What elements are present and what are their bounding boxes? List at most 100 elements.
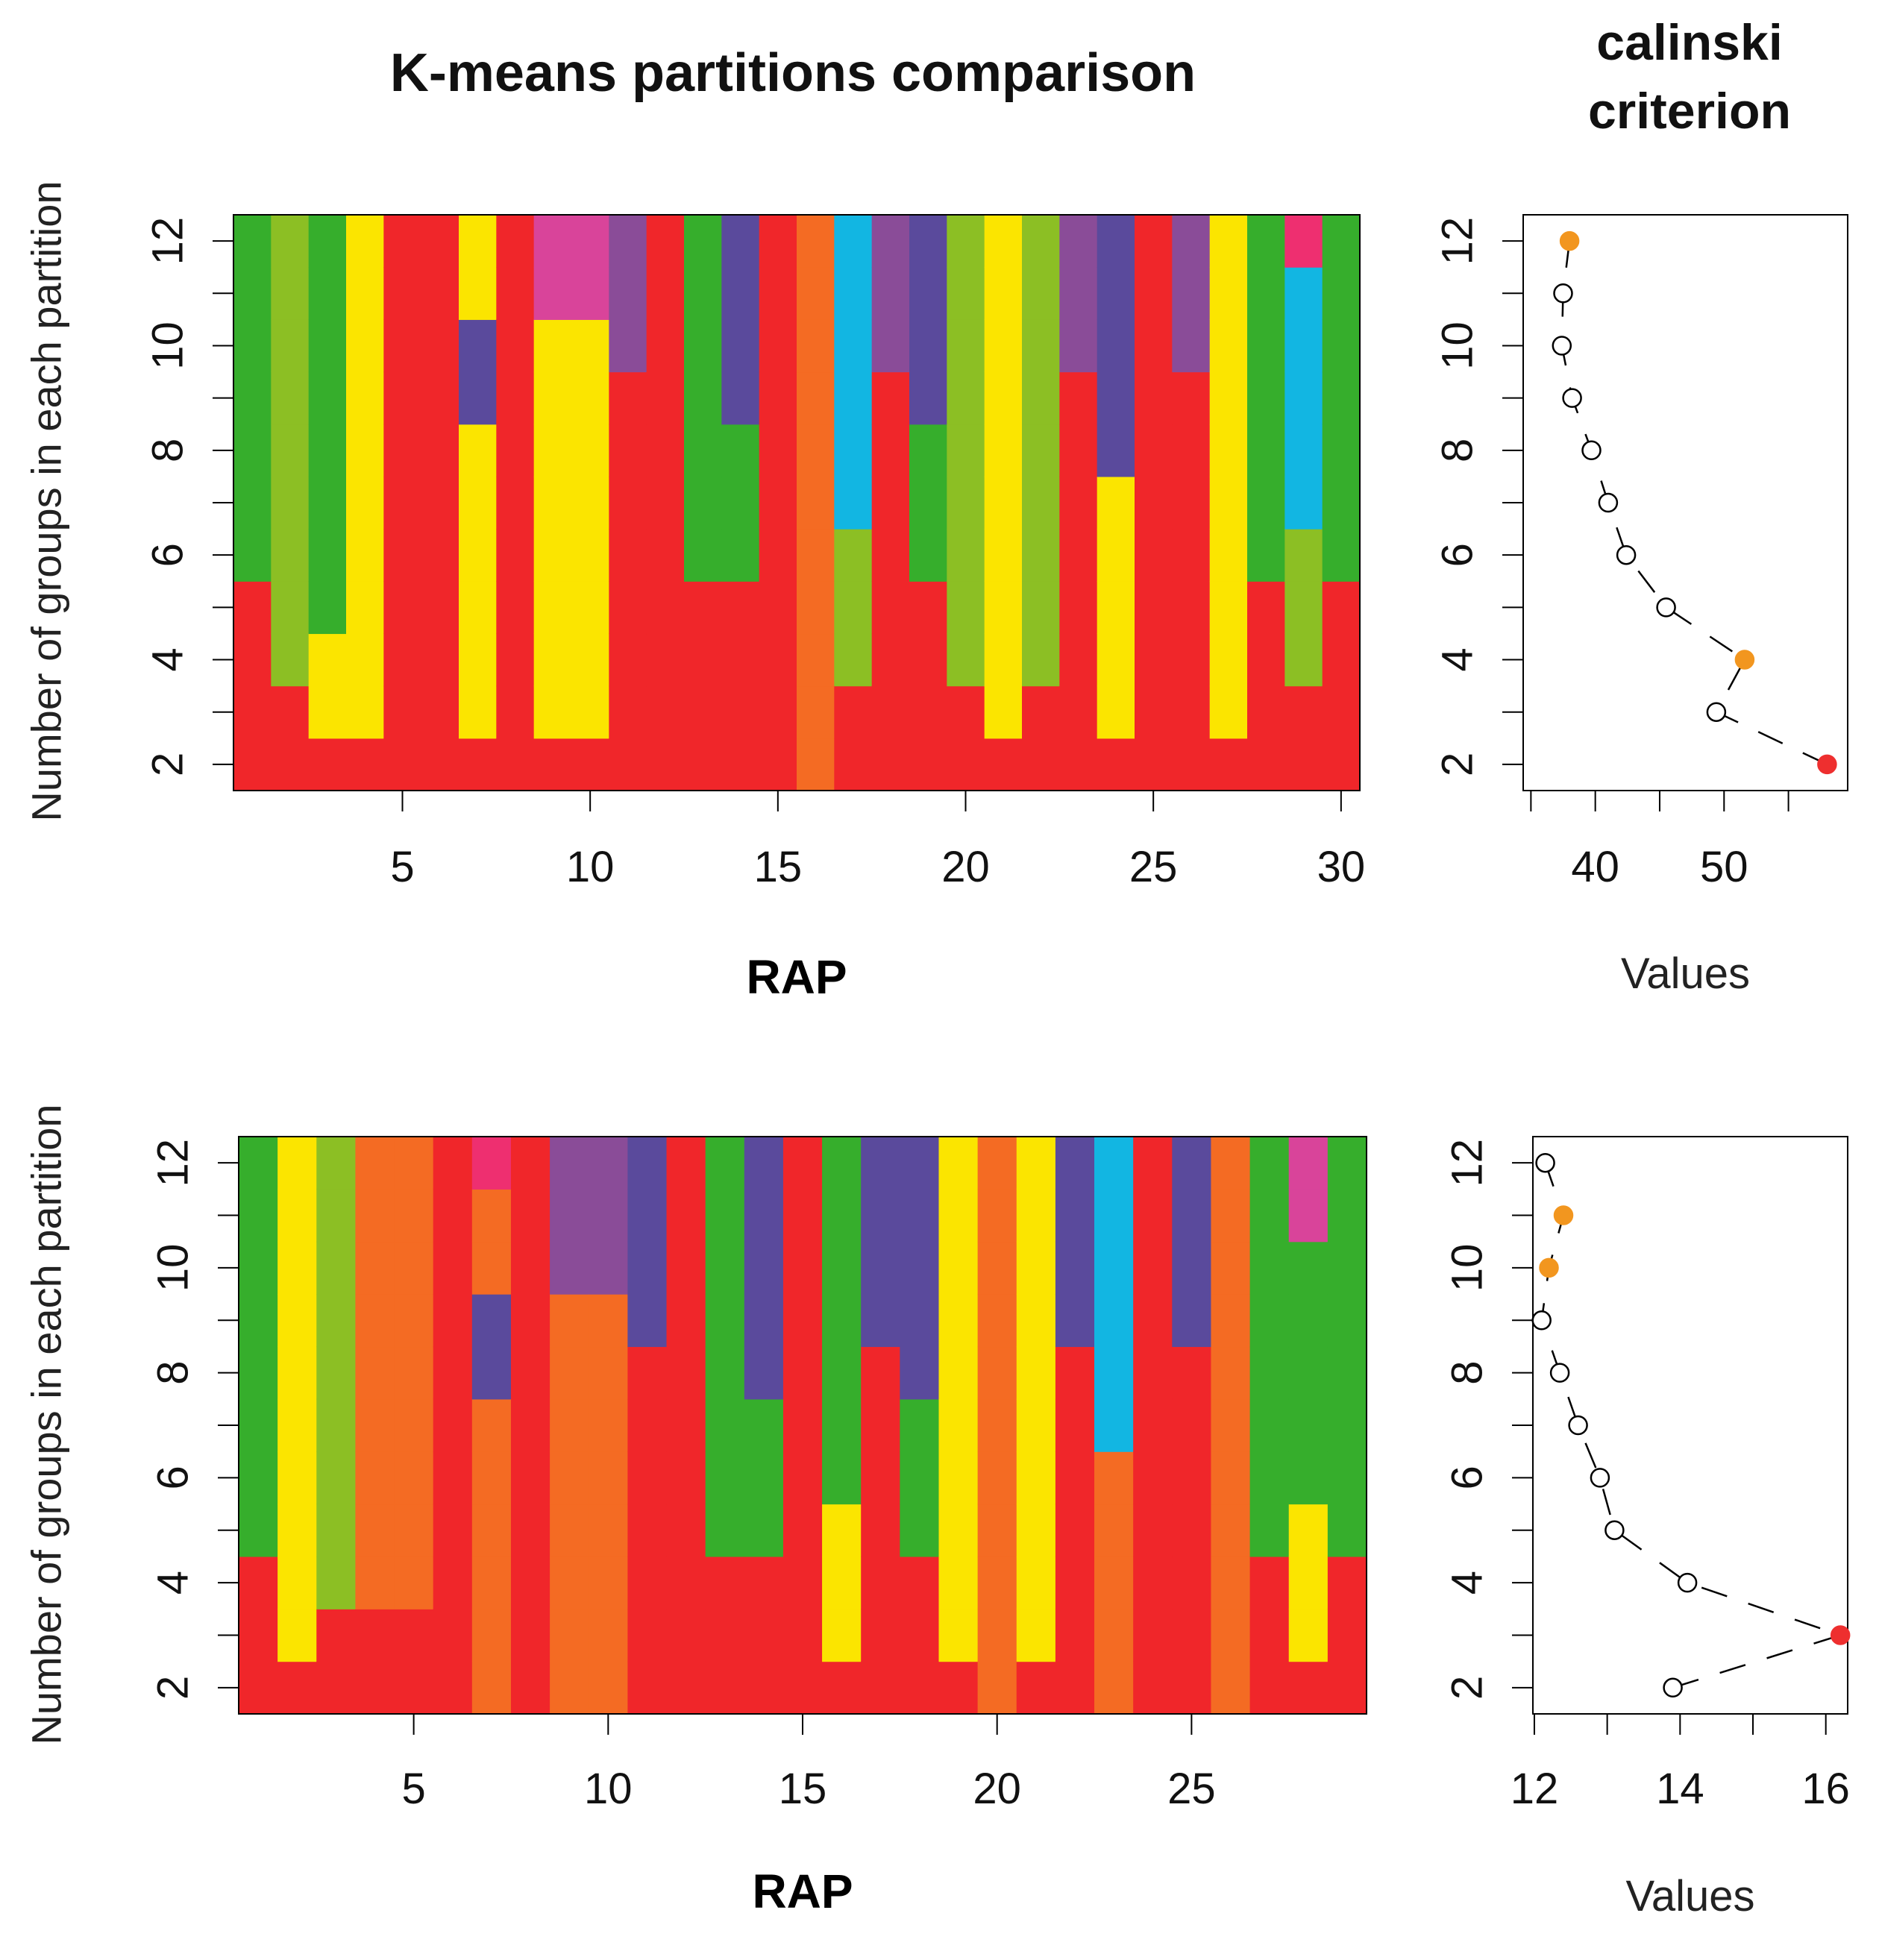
heatmap-cell-rap2-k10 xyxy=(277,1241,317,1295)
heatmap-cell-rap4-k7 xyxy=(346,476,384,530)
heatmap-cell-rap2-k2 xyxy=(277,1661,317,1715)
heatmap-cell-rap1-k10 xyxy=(239,1241,278,1295)
heatmap-cell-rap14-k6 xyxy=(721,529,760,582)
heatmap-cell-rap26-k4 xyxy=(1211,1556,1251,1609)
heatmap-cell-rap13-k6 xyxy=(705,1451,745,1505)
heatmap-y-axis: 2 4 6 8 10 12 xyxy=(144,217,233,776)
heatmap-cell-rap11-k8 xyxy=(609,424,647,477)
heatmap-cell-rap11-k3 xyxy=(609,685,647,739)
heatmap-cell-rap16-k8 xyxy=(797,424,835,477)
heatmap-cell-rap10-k5 xyxy=(571,581,609,635)
heatmap-cell-rap1-k9 xyxy=(239,1294,278,1348)
heatmap-cell-rap27-k4 xyxy=(1209,633,1248,687)
heatmap-cell-rap20-k4 xyxy=(977,1556,1017,1609)
heatmap-cell-rap14-k9 xyxy=(744,1294,784,1348)
heatmap-y-axis: 2 4 6 8 10 12 xyxy=(149,1139,239,1700)
heatmap-cell-rap21-k4 xyxy=(1016,1556,1056,1609)
heatmap-cell-rap28-k9 xyxy=(1288,1294,1329,1348)
heatmap-cell-rap7-k7 xyxy=(459,476,497,530)
heatmap-cell-rap12-k2 xyxy=(646,738,685,791)
heatmap-cell-rap24-k5 xyxy=(1097,581,1135,635)
heatmap-cell-rap5-k7 xyxy=(394,1398,434,1452)
heatmap-cell-rap3-k10 xyxy=(308,319,347,373)
heatmap-cell-rap10-k3 xyxy=(571,685,609,739)
heatmap-cell-rap11-k11 xyxy=(609,267,647,320)
heatmap-x-label: RAP xyxy=(746,950,847,1004)
heatmap-cell-rap25-k4 xyxy=(1172,1556,1212,1609)
heatmap-cell-rap9-k8 xyxy=(533,424,572,477)
heatmap-cell-rap6-k8 xyxy=(433,1346,473,1400)
heatmap-cell-rap11-k5 xyxy=(609,581,647,635)
heatmap-cell-rap17-k8 xyxy=(861,1346,900,1400)
heatmap-cell-rap10-k5 xyxy=(589,1504,628,1557)
heatmap-cell-rap18-k2 xyxy=(900,1661,940,1715)
heatmap-cell-rap14-k2 xyxy=(744,1661,784,1715)
heatmap-cell-rap13-k12 xyxy=(705,1137,745,1190)
heatmap-cell-rap17-k8 xyxy=(834,424,873,477)
heatmap-cell-rap23-k8 xyxy=(1059,424,1098,477)
heatmap-cell-rap5-k4 xyxy=(394,1556,434,1609)
heatmap-cell-rap2-k6 xyxy=(271,529,310,582)
heatmap-cell-rap8-k7 xyxy=(496,476,535,530)
calinski-point-k6 xyxy=(1590,1468,1610,1488)
heatmap-cell-rap24-k9 xyxy=(1097,371,1135,425)
heatmap-cell-rap28-k9 xyxy=(1247,371,1285,425)
heatmap-cell-rap7-k6 xyxy=(471,1451,512,1505)
heatmap-cell-rap3-k4 xyxy=(316,1556,357,1609)
heatmap-cell-rap11-k10 xyxy=(609,319,647,373)
y-tick-label: 2 xyxy=(149,1676,198,1700)
heatmap-cell-rap30-k6 xyxy=(1322,529,1361,582)
heatmap-cell-rap1-k2 xyxy=(233,738,272,791)
heatmap-cell-rap16-k5 xyxy=(797,581,835,635)
heatmap-cell-rap20-k10 xyxy=(977,1241,1017,1295)
heatmap-cell-rap2-k10 xyxy=(271,319,310,373)
heatmap-cell-rap23-k3 xyxy=(1094,1609,1134,1662)
heatmap-cell-rap18-k9 xyxy=(871,371,910,425)
heatmap-cell-rap3-k11 xyxy=(308,267,347,320)
heatmap-cell-rap11-k7 xyxy=(609,476,647,530)
heatmap-cell-rap17-k11 xyxy=(834,267,873,320)
heatmap-cell-rap5-k3 xyxy=(383,685,422,739)
heatmap-cell-rap17-k6 xyxy=(834,529,873,582)
heatmap-cell-rap10-k12 xyxy=(589,1137,628,1190)
heatmap-cell-rap17-k7 xyxy=(834,476,873,530)
heatmap-cell-rap26-k3 xyxy=(1172,685,1211,739)
heatmap-cell-rap5-k6 xyxy=(383,529,422,582)
side-x-tick-label: 12 xyxy=(1511,1765,1559,1813)
heatmap-cell-rap22-k12 xyxy=(1022,215,1060,268)
heatmap-cell-rap26-k8 xyxy=(1172,424,1211,477)
heatmap-cell-rap22-k5 xyxy=(1055,1504,1095,1557)
heatmap-cell-rap10-k10 xyxy=(589,1241,628,1295)
heatmap-cell-rap19-k7 xyxy=(909,476,947,530)
heatmap-cell-rap7-k4 xyxy=(459,633,497,687)
heatmap-cell-rap7-k3 xyxy=(459,685,497,739)
heatmap-cell-rap25-k3 xyxy=(1135,685,1173,739)
heatmap-cell-rap15-k8 xyxy=(759,424,797,477)
side-x-tick-label: 14 xyxy=(1656,1765,1704,1813)
heatmap-cell-rap19-k10 xyxy=(909,319,947,373)
heatmap-cell-rap19-k2 xyxy=(938,1661,979,1715)
heatmap-cell-rap18-k10 xyxy=(900,1241,940,1295)
heatmap-cell-rap27-k5 xyxy=(1249,1504,1290,1557)
side-y-tick-label: 10 xyxy=(1434,321,1482,370)
side-y-tick-label: 4 xyxy=(1443,1571,1492,1595)
heatmap-cell-rap11-k2 xyxy=(627,1661,668,1715)
heatmap-cell-rap2-k7 xyxy=(277,1398,317,1452)
heatmap-cell-rap1-k11 xyxy=(233,267,272,320)
heatmap-cell-rap7-k8 xyxy=(459,424,497,477)
heatmap-cell-rap28-k7 xyxy=(1288,1398,1329,1452)
heatmap-cell-rap5-k8 xyxy=(394,1346,434,1400)
heatmap-cell-rap21-k9 xyxy=(984,371,1023,425)
heatmap-cell-rap28-k5 xyxy=(1247,581,1285,635)
x-tick-label: 10 xyxy=(566,843,615,891)
calinski-point-k7 xyxy=(1568,1415,1588,1436)
heatmap-cell-rap20-k2 xyxy=(947,738,985,791)
heatmap-cell-rap25-k2 xyxy=(1172,1661,1212,1715)
heatmap-cell-rap6-k10 xyxy=(433,1241,473,1295)
heatmap-cell-rap5-k6 xyxy=(394,1451,434,1505)
heatmap-cell-rap17-k11 xyxy=(861,1189,900,1243)
heatmap-cell-rap14-k10 xyxy=(744,1241,784,1295)
heatmap-cell-rap3-k11 xyxy=(316,1189,357,1243)
y-tick-label: 10 xyxy=(149,1244,198,1292)
heatmap-cell-rap29-k3 xyxy=(1327,1609,1367,1662)
